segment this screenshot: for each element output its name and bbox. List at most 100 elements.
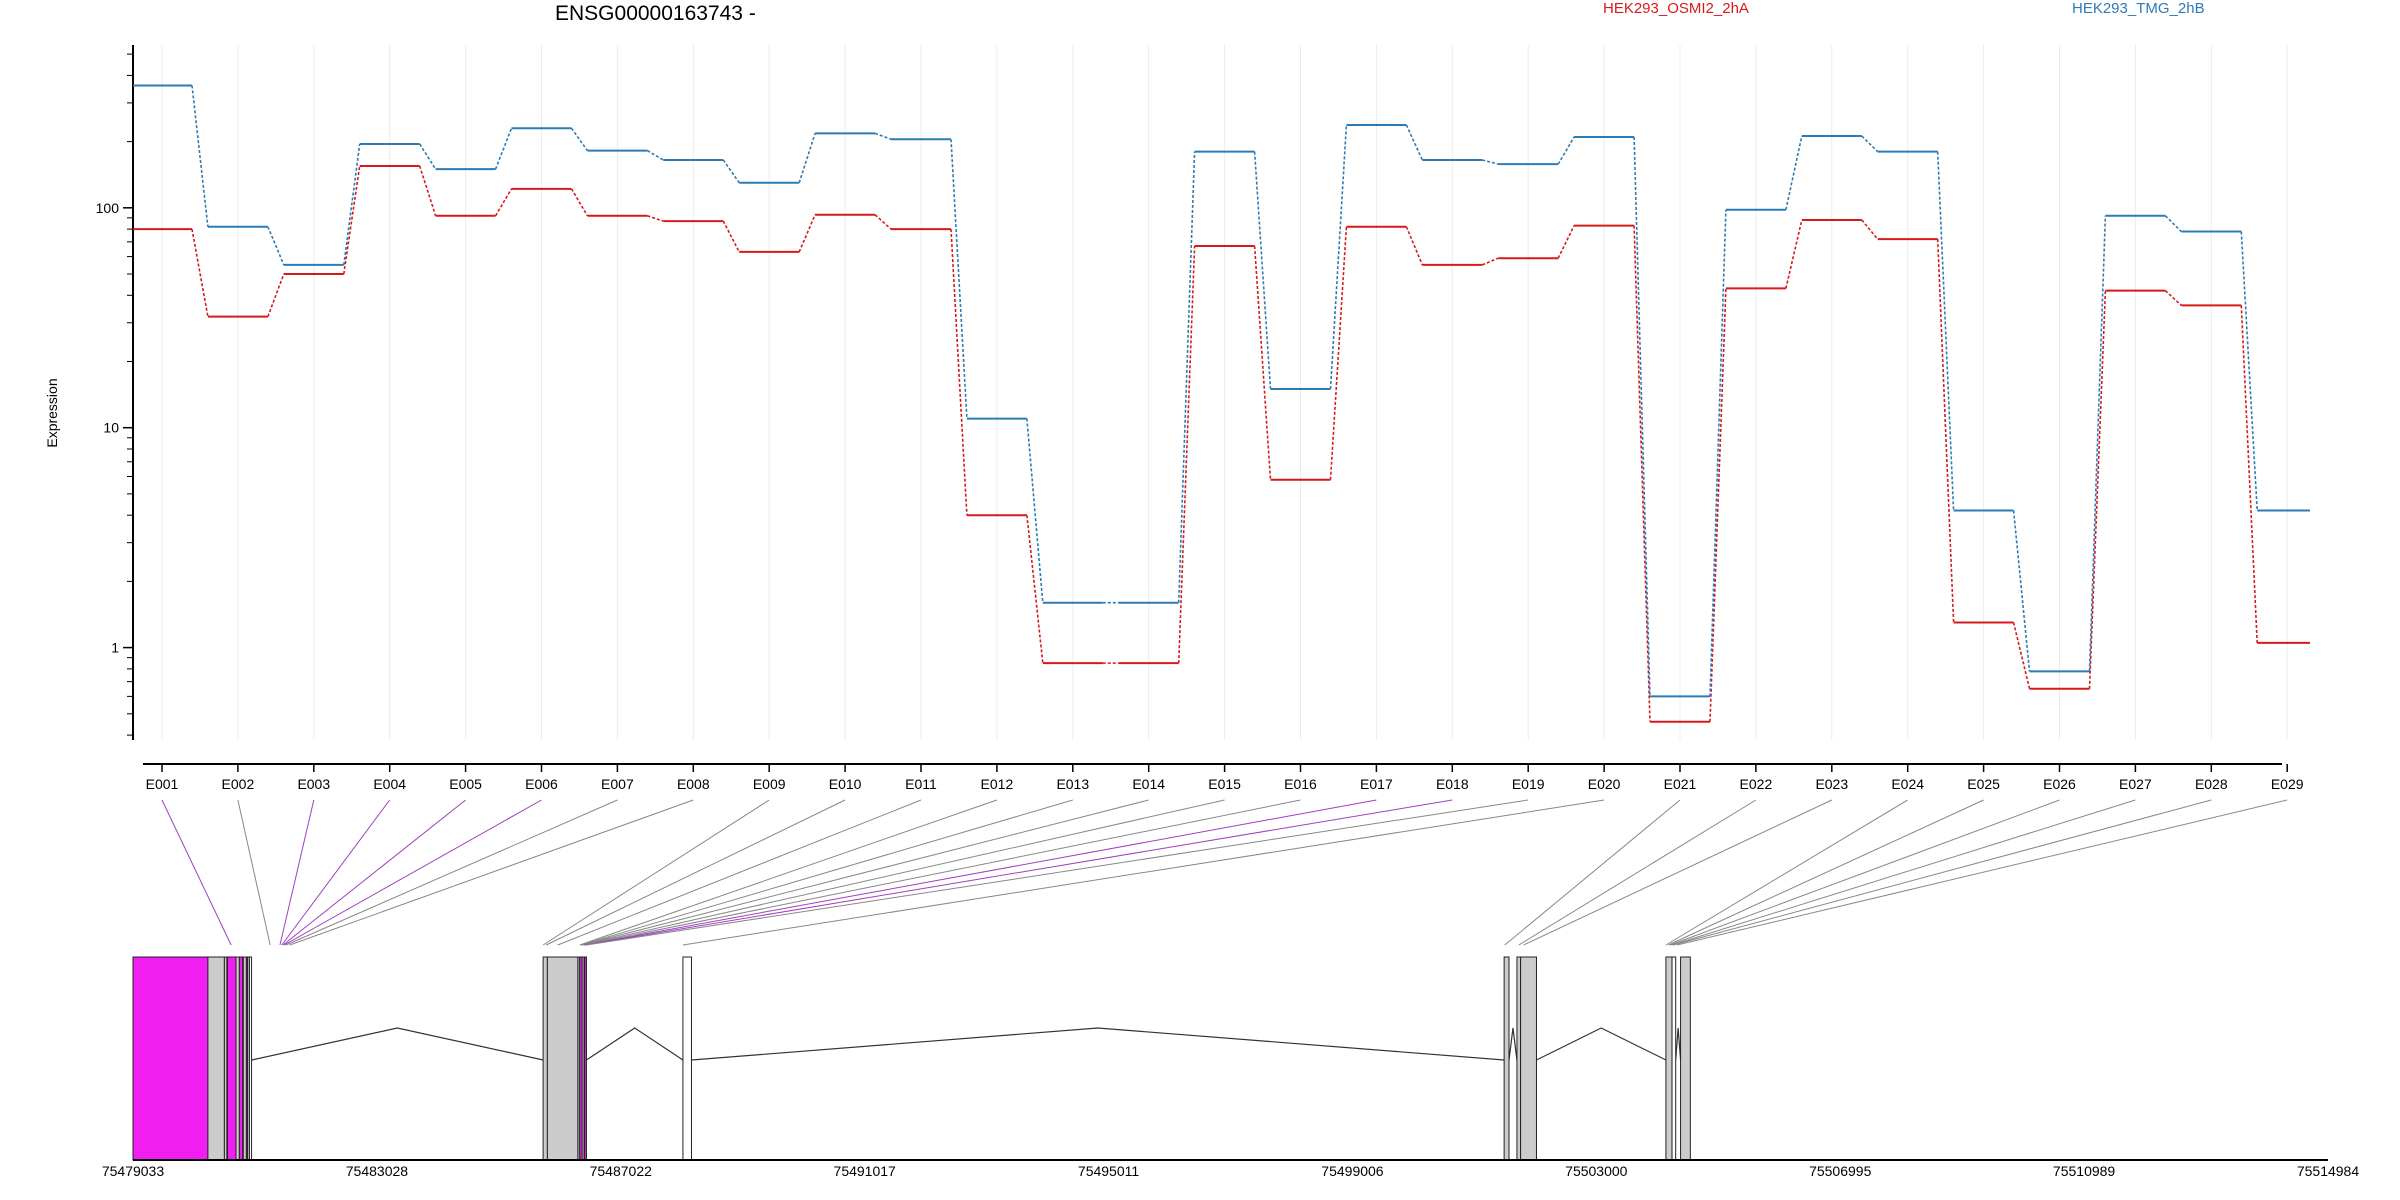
x-tick-label-e007: E007 bbox=[601, 776, 634, 792]
exon-link-e023 bbox=[1523, 799, 1833, 946]
exon-link-e011 bbox=[557, 799, 922, 946]
genomic-tick-label: 75503000 bbox=[1565, 1163, 1628, 1179]
x-tick-label-e009: E009 bbox=[753, 776, 786, 792]
exon-block bbox=[132, 956, 209, 1161]
genomic-tick-label: 75506995 bbox=[1809, 1163, 1872, 1179]
genomic-tick-label: 75487022 bbox=[590, 1163, 653, 1179]
x-tick-label-e019: E019 bbox=[1512, 776, 1545, 792]
legend-series-1: HEK293_OSMI2_2hA bbox=[1603, 0, 1749, 17]
x-tick-label-e004: E004 bbox=[373, 776, 406, 792]
genomic-tick-label: 75499006 bbox=[1321, 1163, 1384, 1179]
intron-line bbox=[691, 1027, 1505, 1061]
intron-line bbox=[586, 1027, 684, 1061]
intron-line bbox=[1508, 1027, 1518, 1061]
exon-link-e024 bbox=[1665, 799, 1908, 946]
series-2-connector bbox=[191, 85, 2258, 697]
intron-line bbox=[1536, 1027, 1667, 1061]
exon-block bbox=[1516, 956, 1522, 1161]
x-tick-label-e003: E003 bbox=[297, 776, 330, 792]
exon-link-e018 bbox=[585, 799, 1453, 946]
x-tick-label-e015: E015 bbox=[1208, 776, 1241, 792]
exon-block bbox=[1503, 956, 1510, 1161]
x-tick-label-e005: E005 bbox=[449, 776, 482, 792]
exon-block bbox=[226, 956, 237, 1161]
exon-block bbox=[542, 956, 548, 1161]
exon-link-e016 bbox=[583, 799, 1301, 946]
chart-title: ENSG00000163743 - bbox=[555, 2, 756, 25]
x-tick-label-e025: E025 bbox=[1967, 776, 2000, 792]
exon-link-e007 bbox=[285, 799, 618, 946]
x-tick-label-e026: E026 bbox=[2043, 776, 2076, 792]
genomic-tick-label: 75495011 bbox=[1078, 1163, 1139, 1179]
exon-block bbox=[235, 956, 240, 1161]
exon-link-e019 bbox=[586, 799, 1529, 946]
exon-link-e004 bbox=[281, 799, 391, 946]
exon-link-e005 bbox=[282, 799, 466, 946]
exon-link-e008 bbox=[289, 799, 694, 946]
exon-link-e006 bbox=[283, 799, 542, 946]
x-tick-label-e012: E012 bbox=[981, 776, 1014, 792]
x-tick-label-e021: E021 bbox=[1664, 776, 1697, 792]
exon-link-e010 bbox=[545, 799, 846, 946]
exon-link-e025 bbox=[1668, 799, 1984, 946]
x-tick-label-e006: E006 bbox=[525, 776, 558, 792]
exon-link-e002 bbox=[237, 799, 271, 946]
y-tick-label: 10 bbox=[103, 420, 119, 436]
x-tick-label-e020: E020 bbox=[1588, 776, 1621, 792]
x-tick-label-e024: E024 bbox=[1891, 776, 1924, 792]
x-tick-label-e018: E018 bbox=[1436, 776, 1469, 792]
exon-block bbox=[546, 956, 579, 1161]
exon-block bbox=[584, 956, 587, 1161]
x-tick-label-e022: E022 bbox=[1740, 776, 1773, 792]
x-tick-label-e029: E029 bbox=[2271, 776, 2304, 792]
exon-block bbox=[248, 956, 253, 1161]
x-tick-label-e013: E013 bbox=[1056, 776, 1089, 792]
genomic-tick-label: 75514984 bbox=[2297, 1163, 2360, 1179]
exon-link-e009 bbox=[542, 799, 770, 946]
exon-block bbox=[238, 956, 244, 1161]
exon-block bbox=[1680, 956, 1691, 1161]
exon-link-e021 bbox=[1504, 799, 1681, 946]
x-tick-label-e028: E028 bbox=[2195, 776, 2228, 792]
x-tick-label-e027: E027 bbox=[2119, 776, 2152, 792]
x-tick-label-e011: E011 bbox=[905, 776, 937, 792]
exon-link-e015 bbox=[582, 799, 1225, 946]
x-tick-label-e008: E008 bbox=[677, 776, 710, 792]
exon-link-e014 bbox=[580, 799, 1149, 946]
exon-link-e017 bbox=[584, 799, 1377, 946]
exon-link-e001 bbox=[161, 799, 232, 946]
series-1-connector bbox=[191, 165, 2258, 722]
y-tick-label: 100 bbox=[96, 200, 120, 216]
exon-link-e027 bbox=[1671, 799, 2136, 946]
intron-line bbox=[251, 1027, 544, 1061]
x-tick-label-e016: E016 bbox=[1284, 776, 1317, 792]
legend-series-2: HEK293_TMG_2hB bbox=[2072, 0, 2205, 17]
exon-block bbox=[1520, 956, 1537, 1161]
exon-link-e012 bbox=[579, 799, 998, 946]
exon-block bbox=[682, 956, 692, 1161]
exon-block bbox=[581, 956, 585, 1161]
exon-link-e028 bbox=[1673, 799, 2212, 946]
genomic-tick-label: 75483028 bbox=[346, 1163, 409, 1179]
x-tick-label-e014: E014 bbox=[1132, 776, 1165, 792]
exon-link-e020 bbox=[682, 799, 1605, 946]
exon-block bbox=[207, 956, 225, 1161]
x-tick-label-e010: E010 bbox=[829, 776, 862, 792]
exon-block bbox=[223, 956, 228, 1161]
x-tick-label-e017: E017 bbox=[1360, 776, 1393, 792]
intron-line bbox=[1675, 1027, 1682, 1061]
exon-link-e026 bbox=[1670, 799, 2060, 946]
exon-block bbox=[1671, 956, 1677, 1161]
exon-block bbox=[1665, 956, 1673, 1161]
genomic-tick-label: 75491017 bbox=[834, 1163, 897, 1179]
exon-link-e013 bbox=[580, 799, 1073, 946]
exon-link-e029 bbox=[1676, 799, 2288, 946]
y-tick-label: 1 bbox=[111, 640, 119, 656]
genomic-tick-label: 75479033 bbox=[102, 1163, 165, 1179]
x-tick-label-e023: E023 bbox=[1815, 776, 1848, 792]
genomic-tick-label: 75510989 bbox=[2053, 1163, 2116, 1179]
exon-link-e022 bbox=[1518, 799, 1757, 946]
x-tick-label-e001: E001 bbox=[146, 776, 179, 792]
